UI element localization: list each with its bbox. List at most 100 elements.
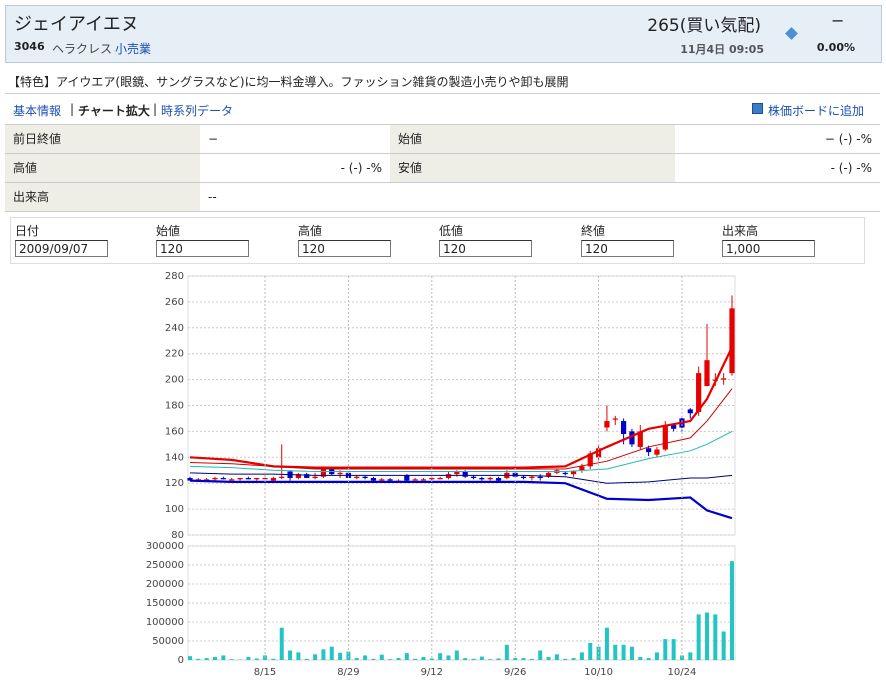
y-tick-label: 280	[165, 271, 184, 282]
candle-body	[654, 449, 660, 455]
volume-bar	[654, 652, 659, 660]
candle-body	[370, 478, 377, 481]
volume-bar	[413, 658, 418, 660]
tab-active[interactable]: チャート拡大	[78, 104, 150, 118]
candle-body	[445, 474, 452, 479]
candle-body	[562, 472, 568, 475]
candle-body	[204, 479, 210, 481]
open-input[interactable]: 120	[156, 240, 249, 257]
volume-bar	[629, 646, 634, 660]
separator: |	[70, 102, 75, 116]
candle-body	[470, 476, 477, 479]
volume-bar	[588, 642, 593, 660]
price: 265(買い気配)	[647, 16, 761, 36]
volume-bar	[613, 644, 618, 660]
candle-body	[262, 478, 268, 480]
y-tick-label: 0	[178, 655, 184, 666]
candle-body	[621, 421, 627, 434]
label: 前日終値	[5, 125, 200, 154]
volume-bar	[571, 658, 576, 660]
volume-bar	[671, 639, 676, 660]
candle-body	[220, 478, 226, 480]
volume-bar	[229, 659, 234, 660]
candle-body	[254, 478, 260, 480]
candle-body	[454, 471, 460, 475]
x-tick-label: 9/26	[504, 667, 526, 678]
candle-body	[420, 479, 427, 481]
x-tick-label: 10/24	[668, 667, 697, 678]
volume-bar	[504, 644, 509, 660]
candle-body	[520, 476, 527, 479]
separator: |	[153, 102, 158, 116]
volume-bar	[471, 658, 476, 660]
value: --	[200, 183, 880, 212]
volume-bar	[379, 654, 384, 660]
volume-bar	[188, 656, 192, 660]
candle-body	[545, 472, 552, 477]
volume-bar	[513, 658, 518, 660]
candle-body	[337, 472, 343, 475]
sector-link[interactable]: 小売業	[115, 42, 152, 56]
candle-body	[646, 448, 652, 453]
volume-bar	[563, 658, 568, 660]
candle-body	[487, 478, 493, 480]
moving-average	[189, 388, 733, 470]
candle-body	[187, 478, 193, 481]
change-pct: 0.00%	[816, 41, 855, 54]
candle-body	[721, 378, 727, 380]
stock-name: ジェイアイエヌ	[14, 14, 139, 35]
candle-body	[537, 476, 543, 479]
volume-bar	[463, 658, 468, 660]
add-board-link[interactable]: 株価ボードに追加	[768, 104, 865, 118]
candle-body	[512, 472, 518, 477]
candle-body	[387, 479, 393, 481]
form-box	[10, 217, 865, 264]
label: 出来高	[5, 183, 200, 212]
candle-body	[229, 479, 235, 481]
volume-bar	[529, 658, 534, 660]
volume-bar	[329, 646, 334, 660]
candle-body	[362, 476, 368, 479]
moving-average	[189, 479, 733, 520]
y-tick-label: 80	[171, 530, 184, 541]
volume-bar	[271, 658, 276, 660]
candle-body	[662, 424, 668, 450]
x-tick-label: 10/10	[584, 667, 613, 678]
volume-bar	[704, 612, 709, 660]
value: - (-) -%	[200, 154, 390, 183]
low-input[interactable]: 120	[439, 240, 532, 257]
candle-body	[245, 478, 251, 480]
date-input[interactable]: 2009/09/07	[15, 240, 108, 257]
volume-bar	[713, 614, 718, 660]
volume-input[interactable]: 1,000	[722, 240, 815, 257]
candle-body	[729, 308, 735, 374]
volume-bar	[429, 658, 434, 660]
label: 高値	[5, 154, 200, 183]
candle-body	[379, 479, 385, 481]
y-tick-label: 260	[165, 297, 184, 308]
volume-bar	[488, 659, 493, 660]
volume-bar	[538, 650, 543, 660]
candle-body	[529, 476, 535, 479]
candle-body	[612, 418, 618, 420]
moving-average	[189, 430, 733, 473]
y-tick-label: 160	[165, 426, 184, 437]
volume-bar	[496, 658, 501, 660]
candle-body	[479, 478, 485, 480]
volume-bar	[438, 653, 443, 660]
volume-bar	[579, 652, 584, 660]
tab[interactable]: 時系列データ	[161, 104, 234, 118]
candle-body	[429, 478, 435, 480]
tab[interactable]: 基本情報	[13, 104, 62, 118]
form-label: 日付	[15, 224, 40, 238]
candle-body	[212, 478, 218, 480]
x-tick-label: 9/12	[421, 667, 443, 678]
close-input[interactable]: 120	[581, 240, 674, 257]
feature-box	[5, 68, 880, 94]
high-input[interactable]: 120	[298, 240, 391, 257]
volume-bar	[246, 656, 251, 660]
add-icon	[752, 103, 763, 114]
form-label: 始値	[156, 224, 181, 238]
volume-bar	[354, 658, 359, 660]
